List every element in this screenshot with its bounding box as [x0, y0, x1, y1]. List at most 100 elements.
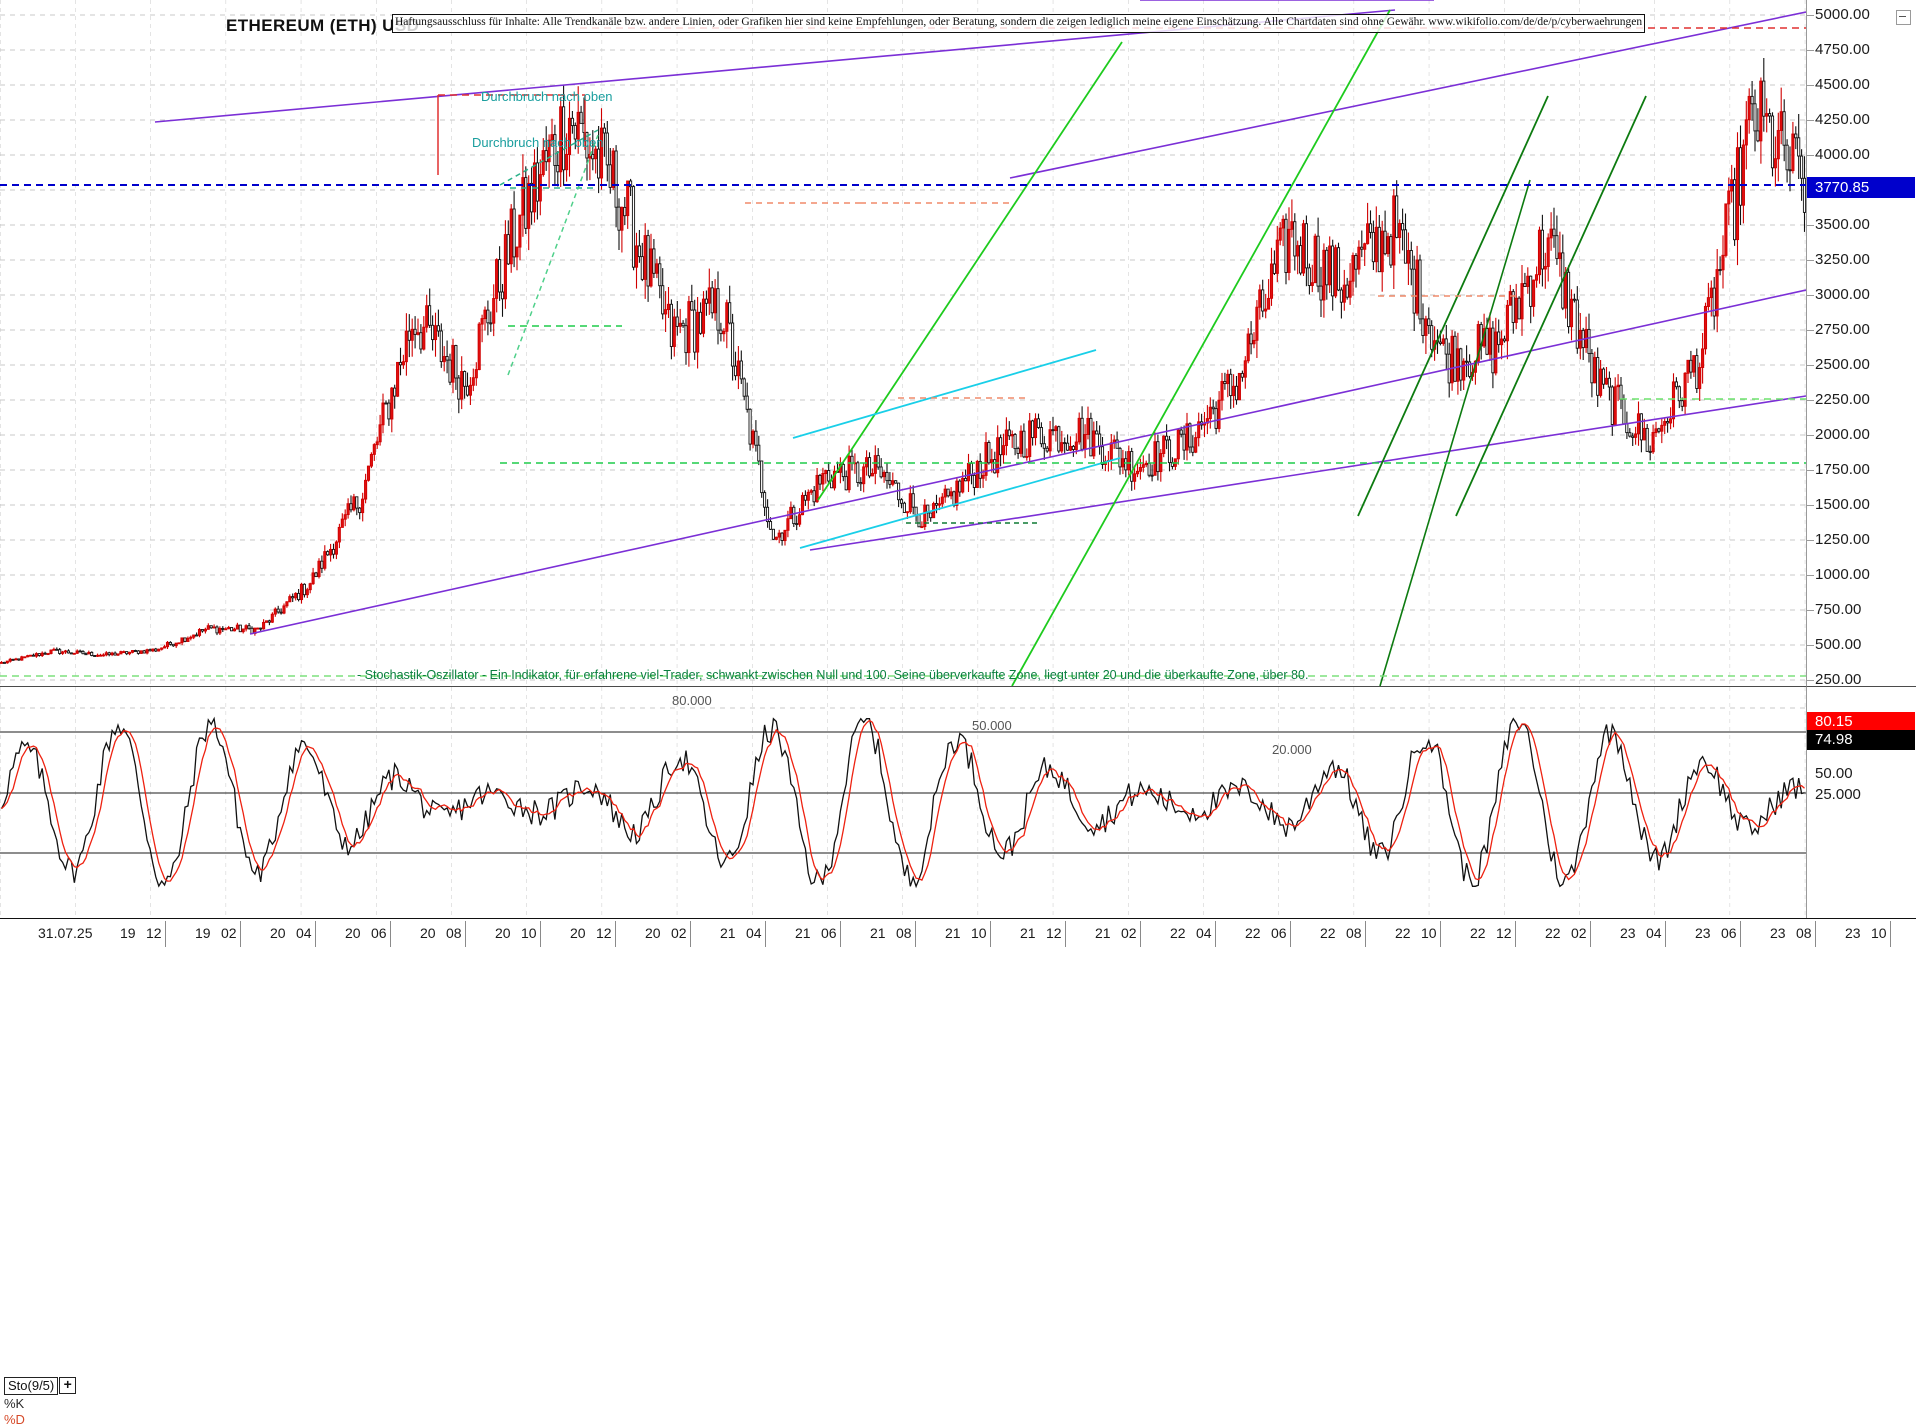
time-axis-label: 08 — [896, 925, 912, 941]
price-axis-tick — [1807, 50, 1814, 51]
price-axis-tick — [1807, 330, 1814, 331]
time-label-first: 31.07.25 — [38, 925, 93, 941]
indicator-legend[interactable]: Sto(9/5) + — [4, 1377, 77, 1395]
price-axis-label: 1250.00 — [1815, 531, 1870, 548]
time-axis-label: 08 — [1346, 925, 1362, 941]
time-gridlines — [0, 0, 1806, 686]
trendline-overlays — [154, 0, 1806, 686]
price-axis-tick — [1807, 680, 1814, 681]
time-axis-label: 21 — [1095, 925, 1111, 941]
price-axis-label: 500.00 — [1815, 636, 1862, 653]
annotation-breakout-2: Durchbruch nach oben — [472, 135, 604, 150]
price-axis-tick — [1807, 225, 1814, 226]
time-axis-separator — [1590, 921, 1591, 947]
series-label-k: %K — [4, 1396, 25, 1411]
annotation-breakout-1: Durchbruch nach oben — [481, 89, 613, 104]
price-axis-label: 1750.00 — [1815, 461, 1870, 478]
time-axis-separator — [915, 921, 916, 947]
expand-indicator-icon[interactable]: + — [59, 1377, 77, 1394]
price-axis-tick — [1807, 260, 1814, 261]
time-axis-label: 06 — [371, 925, 387, 941]
time-axis-label: 08 — [1796, 925, 1812, 941]
indicator-value-d: 74.98 — [1807, 730, 1915, 750]
time-axis-separator — [765, 921, 766, 947]
indicator-axis[interactable]: 80.15 74.98 50.00 25.000 — [1806, 686, 1916, 919]
price-axis-label: 2000.00 — [1815, 426, 1870, 443]
time-axis-label: 21 — [720, 925, 736, 941]
price-axis-label: 250.00 — [1815, 671, 1862, 688]
price-axis-label: 750.00 — [1815, 601, 1862, 618]
time-axis-label: 21 — [870, 925, 886, 941]
price-axis-label: 5000.00 — [1815, 6, 1870, 23]
price-axis-tick — [1807, 365, 1814, 366]
price-axis-label: 1500.00 — [1815, 496, 1870, 513]
time-axis-separator — [465, 921, 466, 947]
price-axis-label: 4500.00 — [1815, 76, 1870, 93]
time-axis-separator — [165, 921, 166, 947]
time-axis-label: 22 — [1470, 925, 1486, 941]
time-axis-label: 10 — [1871, 925, 1887, 941]
time-axis-label: 22 — [1245, 925, 1261, 941]
stochastic-indicator-pane[interactable]: Sto(9/5) + %K %D 80.000 50.000 20.000 — [0, 686, 1806, 1427]
time-axis[interactable]: 31.07.25 19 12 19 02 20 04 20 06 20 08 20 10 20 12 20 0… — [0, 918, 1916, 949]
time-axis-separator — [1665, 921, 1666, 947]
time-axis-separator — [315, 921, 316, 947]
price-axis-label: 2500.00 — [1815, 356, 1870, 373]
time-axis-label: 04 — [296, 925, 312, 941]
time-axis-label: 12 — [146, 925, 162, 941]
time-axis-label: 06 — [1721, 925, 1737, 941]
time-axis-label: 23 — [1845, 925, 1861, 941]
time-axis-label: 02 — [221, 925, 237, 941]
time-axis-separator — [390, 921, 391, 947]
time-axis-separator — [690, 921, 691, 947]
time-axis-separator — [1365, 921, 1366, 947]
time-axis-separator — [1215, 921, 1216, 947]
time-axis-label: 20 — [570, 925, 586, 941]
time-axis-label: 21 — [945, 925, 961, 941]
time-axis-label: 19 — [195, 925, 211, 941]
level-label-80: 80.000 — [672, 693, 712, 708]
price-axis-label: 2750.00 — [1815, 321, 1870, 338]
time-axis-label: 04 — [746, 925, 762, 941]
indicator-value-k: 80.15 — [1807, 712, 1915, 732]
price-chart-canvas — [0, 0, 1806, 686]
indicator-name-tag[interactable]: Sto(9/5) — [4, 1377, 59, 1395]
time-axis-label: 12 — [1496, 925, 1512, 941]
price-axis-tick — [1807, 505, 1814, 506]
time-axis-separator — [1740, 921, 1741, 947]
price-axis[interactable]: 5000.004750.004500.004250.004000.003750.… — [1806, 0, 1916, 688]
time-axis-label: 12 — [596, 925, 612, 941]
time-axis-label: 04 — [1196, 925, 1212, 941]
time-axis-label: 20 — [645, 925, 661, 941]
time-axis-label: 19 — [120, 925, 136, 941]
time-axis-label: 21 — [1020, 925, 1036, 941]
time-axis-label: 23 — [1695, 925, 1711, 941]
time-axis-label: 22 — [1395, 925, 1411, 941]
time-axis-label: 10 — [521, 925, 537, 941]
price-axis-label: 1000.00 — [1815, 566, 1870, 583]
price-axis-label: 4250.00 — [1815, 111, 1870, 128]
time-axis-label: 10 — [971, 925, 987, 941]
time-axis-separator — [540, 921, 541, 947]
time-axis-label: 22 — [1320, 925, 1336, 941]
ohlc-bars — [0, 58, 1806, 664]
price-chart-pane[interactable]: ETHEREUM (ETH) USD Haftungsausschluss fü… — [0, 0, 1806, 686]
price-axis-tick — [1807, 15, 1814, 16]
time-axis-label: 22 — [1170, 925, 1186, 941]
price-axis-tick — [1807, 120, 1814, 121]
time-axis-separator — [1140, 921, 1141, 947]
time-axis-separator — [1290, 921, 1291, 947]
price-axis-tick — [1807, 540, 1814, 541]
indicator-axis-label-50: 50.00 — [1815, 765, 1853, 782]
series-label-d: %D — [4, 1412, 25, 1427]
time-axis-label: 21 — [795, 925, 811, 941]
price-axis-tick — [1807, 610, 1814, 611]
time-axis-separator — [1065, 921, 1066, 947]
time-axis-label: 06 — [821, 925, 837, 941]
price-axis-tick — [1807, 85, 1814, 86]
time-axis-separator — [615, 921, 616, 947]
time-axis-label: 20 — [345, 925, 361, 941]
collapse-pane-icon[interactable] — [1896, 10, 1911, 25]
page-title: ETHEREUM (ETH) USD — [226, 16, 420, 35]
